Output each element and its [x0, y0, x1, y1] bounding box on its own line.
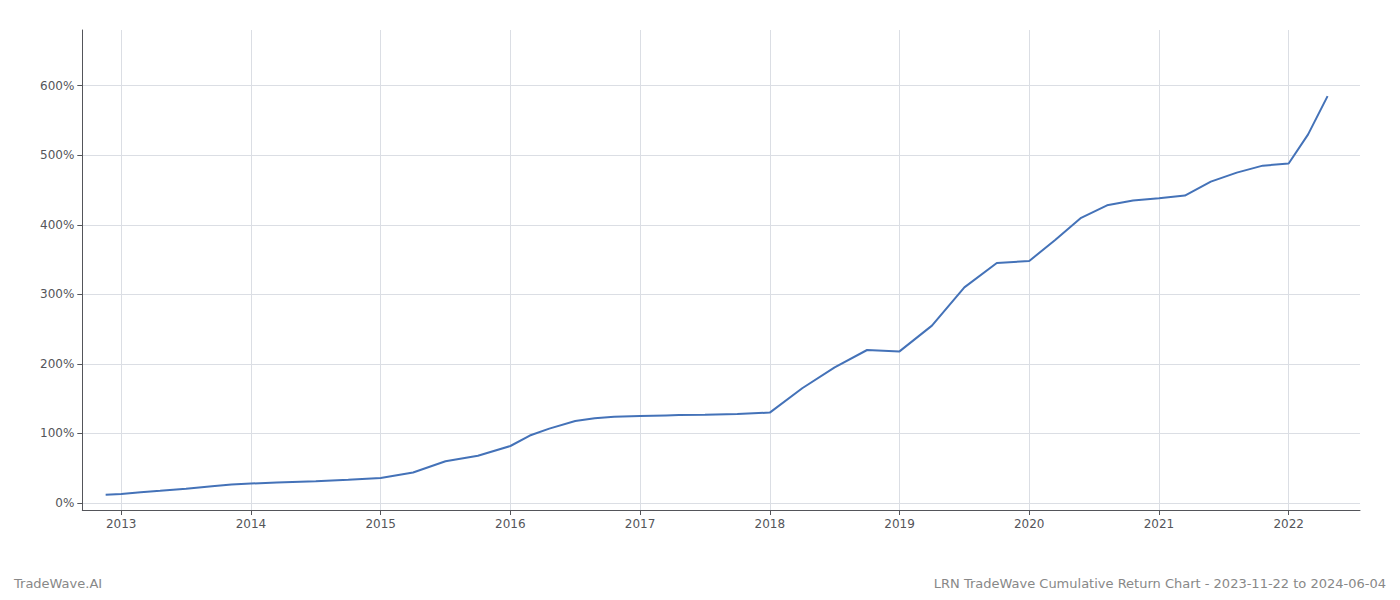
svg-text:200%: 200%: [40, 357, 74, 371]
svg-text:2015: 2015: [365, 517, 396, 531]
svg-text:400%: 400%: [40, 218, 74, 232]
svg-text:TradeWave.AI: TradeWave.AI: [13, 576, 102, 591]
svg-text:2021: 2021: [1144, 517, 1175, 531]
svg-text:2013: 2013: [106, 517, 137, 531]
svg-text:500%: 500%: [40, 148, 74, 162]
svg-text:2017: 2017: [625, 517, 656, 531]
svg-text:2014: 2014: [236, 517, 267, 531]
svg-text:600%: 600%: [40, 79, 74, 93]
svg-text:2022: 2022: [1273, 517, 1304, 531]
svg-text:LRN TradeWave Cumulative Retur: LRN TradeWave Cumulative Return Chart - …: [934, 576, 1386, 591]
svg-text:300%: 300%: [40, 287, 74, 301]
svg-text:2020: 2020: [1014, 517, 1045, 531]
svg-text:0%: 0%: [55, 496, 74, 510]
svg-text:2016: 2016: [495, 517, 526, 531]
svg-text:2018: 2018: [755, 517, 786, 531]
svg-text:100%: 100%: [40, 426, 74, 440]
svg-text:2019: 2019: [884, 517, 915, 531]
